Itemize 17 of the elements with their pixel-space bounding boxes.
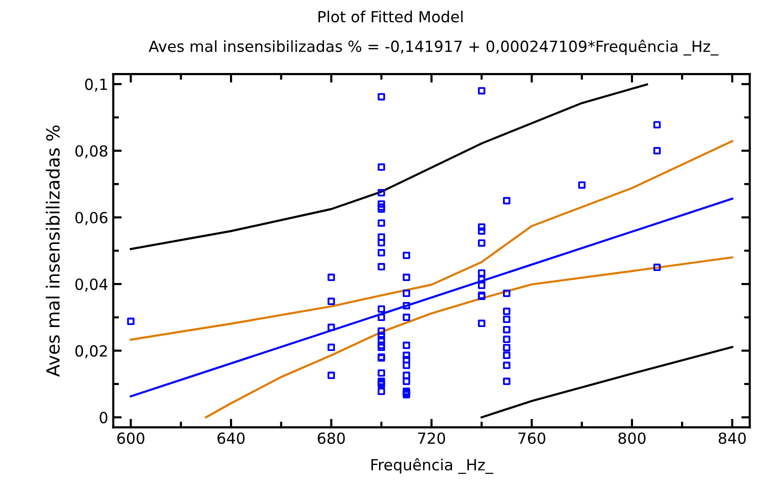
x-tick-label: 680: [318, 432, 345, 444]
y-tick-label: 0,02: [75, 345, 107, 358]
y-tick-label: 0: [100, 412, 108, 424]
y-axis-title: Aves mal insensibilizadas %: [46, 126, 60, 377]
chart-title: Plot of Fitted Model: [318, 10, 463, 22]
y-tick-label: 0,08: [75, 145, 108, 158]
x-tick-label: 640: [218, 432, 245, 444]
x-tick-label: 760: [518, 432, 546, 444]
chart-subtitle: Aves mal insensibilizadas % = -0,141917 + 0,000247109*Frequência _Hz_: [148, 40, 719, 56]
x-tick-label: 840: [718, 432, 746, 444]
x-axis-title: Frequência _Hz_: [371, 458, 494, 474]
x-tick-label: 600: [117, 432, 144, 444]
x-tick-label: 800: [618, 432, 646, 444]
x-tick-label: 720: [418, 432, 446, 444]
y-tick-label: 0,1: [85, 78, 107, 92]
y-tick-label: 0,06: [75, 212, 108, 225]
y-tick-label: 0,04: [75, 278, 108, 292]
